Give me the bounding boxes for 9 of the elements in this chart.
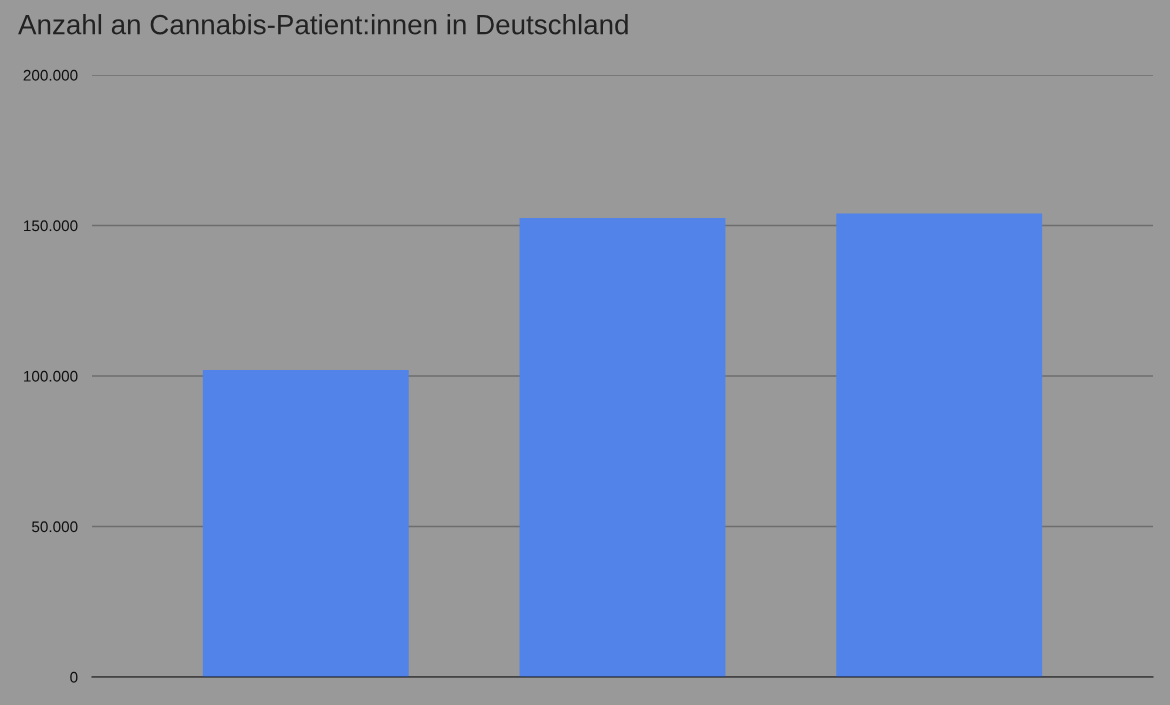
y-tick-label: 0 <box>70 671 78 683</box>
y-tick-label: 150.000 <box>24 220 78 232</box>
y-tick-label: 100.000 <box>24 370 78 382</box>
y-tick-label: 50.000 <box>32 521 78 533</box>
y-tick-label: 200.000 <box>23 69 78 81</box>
bar <box>836 213 1043 677</box>
chart-title: Anzahl an Cannabis-Patient:innen in Deutschland <box>18 14 628 35</box>
bar <box>202 369 409 677</box>
bar <box>519 217 726 677</box>
